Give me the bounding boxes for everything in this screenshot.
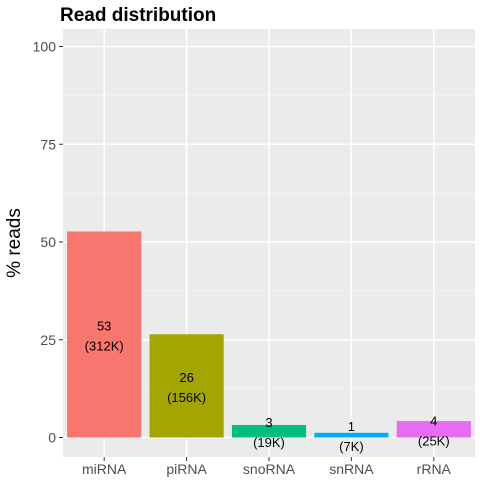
x-tick-label: snRNA	[329, 461, 374, 477]
y-tick-label: 100	[33, 39, 57, 55]
bar-label-count: (312K)	[85, 338, 124, 353]
bar-label-percent: 3	[265, 415, 272, 430]
y-tick-label: 25	[40, 332, 56, 348]
x-tick-label: rRNA	[417, 461, 452, 477]
bar-label-count: (7K)	[339, 439, 364, 454]
bar-label-count: (19K)	[253, 435, 285, 450]
x-tick-label: piRNA	[166, 461, 207, 477]
bar-label-count: (25K)	[418, 433, 450, 448]
bar-piRNA	[150, 334, 224, 437]
y-axis-ticks: 0 25 50 75 100	[33, 39, 63, 446]
chart-title: Read distribution	[60, 5, 216, 26]
x-axis-ticks: miRNA piRNA snoRNA snRNA rRNA	[82, 457, 452, 477]
bar-label-count: (156K)	[167, 390, 206, 405]
x-tick-label: miRNA	[82, 461, 127, 477]
y-tick-label: 0	[48, 430, 56, 446]
y-tick-label: 50	[40, 234, 56, 250]
bar-label-percent: 1	[348, 419, 355, 434]
y-axis-label: % reads	[4, 208, 25, 278]
bar-label-percent: 26	[179, 370, 193, 385]
bar-label-percent: 4	[430, 413, 437, 428]
bar-miRNA	[67, 231, 141, 437]
x-tick-label: snoRNA	[243, 461, 296, 477]
y-tick-label: 75	[40, 136, 56, 152]
bar-label-percent: 53	[97, 318, 111, 333]
